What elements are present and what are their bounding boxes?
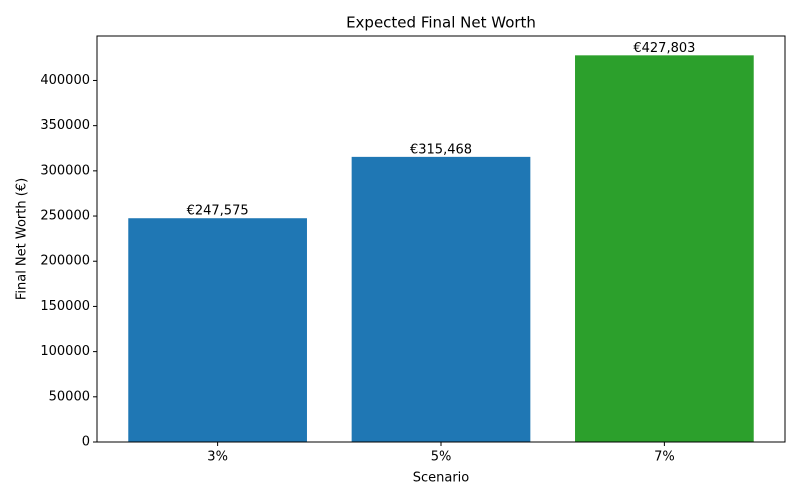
chart-title: Expected Final Net Worth bbox=[346, 14, 536, 32]
y-tick-label: 300000 bbox=[40, 163, 90, 178]
plot-area: 0 50000 100000 150000 200000 250000 300000 3500… bbox=[40, 41, 754, 465]
bar bbox=[351, 156, 531, 442]
y-tick-label: 0 bbox=[82, 435, 90, 450]
y-tick-label: 200000 bbox=[40, 254, 90, 269]
value-label: €315,468 bbox=[410, 142, 472, 157]
x-tick-label: 3% bbox=[207, 450, 228, 465]
y-tick-label: 50000 bbox=[49, 389, 90, 404]
x-tick-label: 7% bbox=[654, 450, 675, 465]
y-tick-label: 350000 bbox=[40, 118, 90, 133]
bar bbox=[575, 55, 754, 443]
value-label: €247,575 bbox=[187, 204, 249, 219]
y-tick-label: 100000 bbox=[40, 344, 90, 359]
y-tick-label: 250000 bbox=[40, 209, 90, 224]
y-tick-label: 150000 bbox=[40, 299, 90, 314]
x-tick-label: 5% bbox=[431, 450, 452, 465]
axes-frame bbox=[96, 35, 786, 443]
y-tick-label: 400000 bbox=[40, 73, 90, 88]
bar bbox=[128, 218, 307, 442]
x-axis-label: Scenario bbox=[413, 471, 470, 486]
y-axis-label: Final Net Worth (€) bbox=[15, 178, 30, 300]
value-label: €427,803 bbox=[633, 41, 695, 56]
